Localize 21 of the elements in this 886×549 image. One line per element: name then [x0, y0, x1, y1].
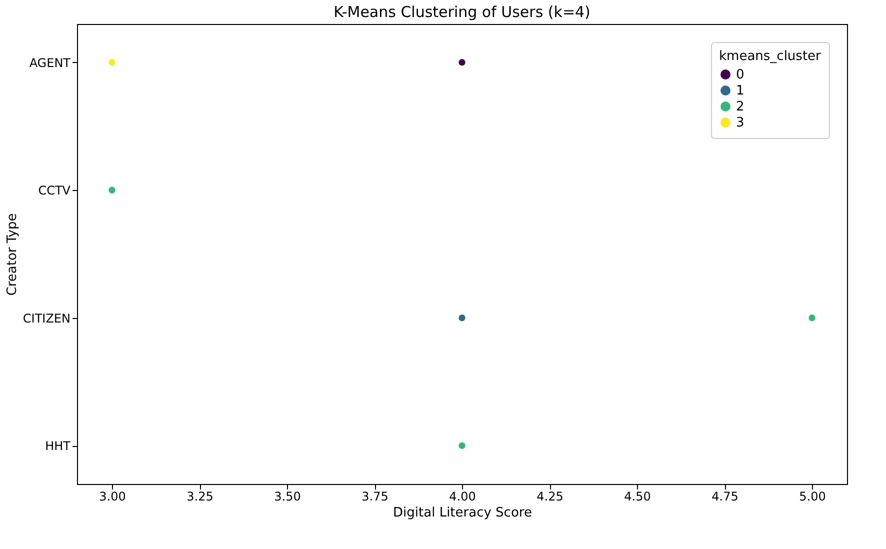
x-tick-label: 3.25: [186, 490, 214, 504]
x-tick-label: 4.50: [624, 490, 651, 504]
legend-title: kmeans_cluster: [719, 49, 822, 64]
x-tick-label: 3.50: [274, 490, 301, 504]
x-tick-label: 3.75: [362, 490, 388, 504]
y-tick-label: CCTV: [38, 184, 72, 198]
legend-label: 2: [736, 100, 744, 114]
y-tick-label: CITIZEN: [22, 311, 70, 326]
y-axis-title: Creator Type: [4, 213, 20, 296]
x-tick-label: 5.00: [799, 490, 826, 504]
x-tick-label: 4.25: [536, 490, 564, 504]
x-tick-label: 4.75: [712, 490, 738, 504]
x-tick-label: 4.00: [449, 490, 476, 504]
x-tick-label: 3.00: [99, 490, 126, 504]
y-tick-label: HHT: [45, 439, 72, 454]
chart-title: K-Means Clustering of Users (k=4): [334, 3, 590, 21]
y-tick-label: AGENT: [29, 56, 72, 70]
legend-label: 0: [736, 68, 744, 82]
legend-label: 1: [736, 84, 744, 98]
legend-label: 3: [736, 116, 744, 130]
x-axis-title: Digital Literacy Score: [393, 506, 532, 520]
